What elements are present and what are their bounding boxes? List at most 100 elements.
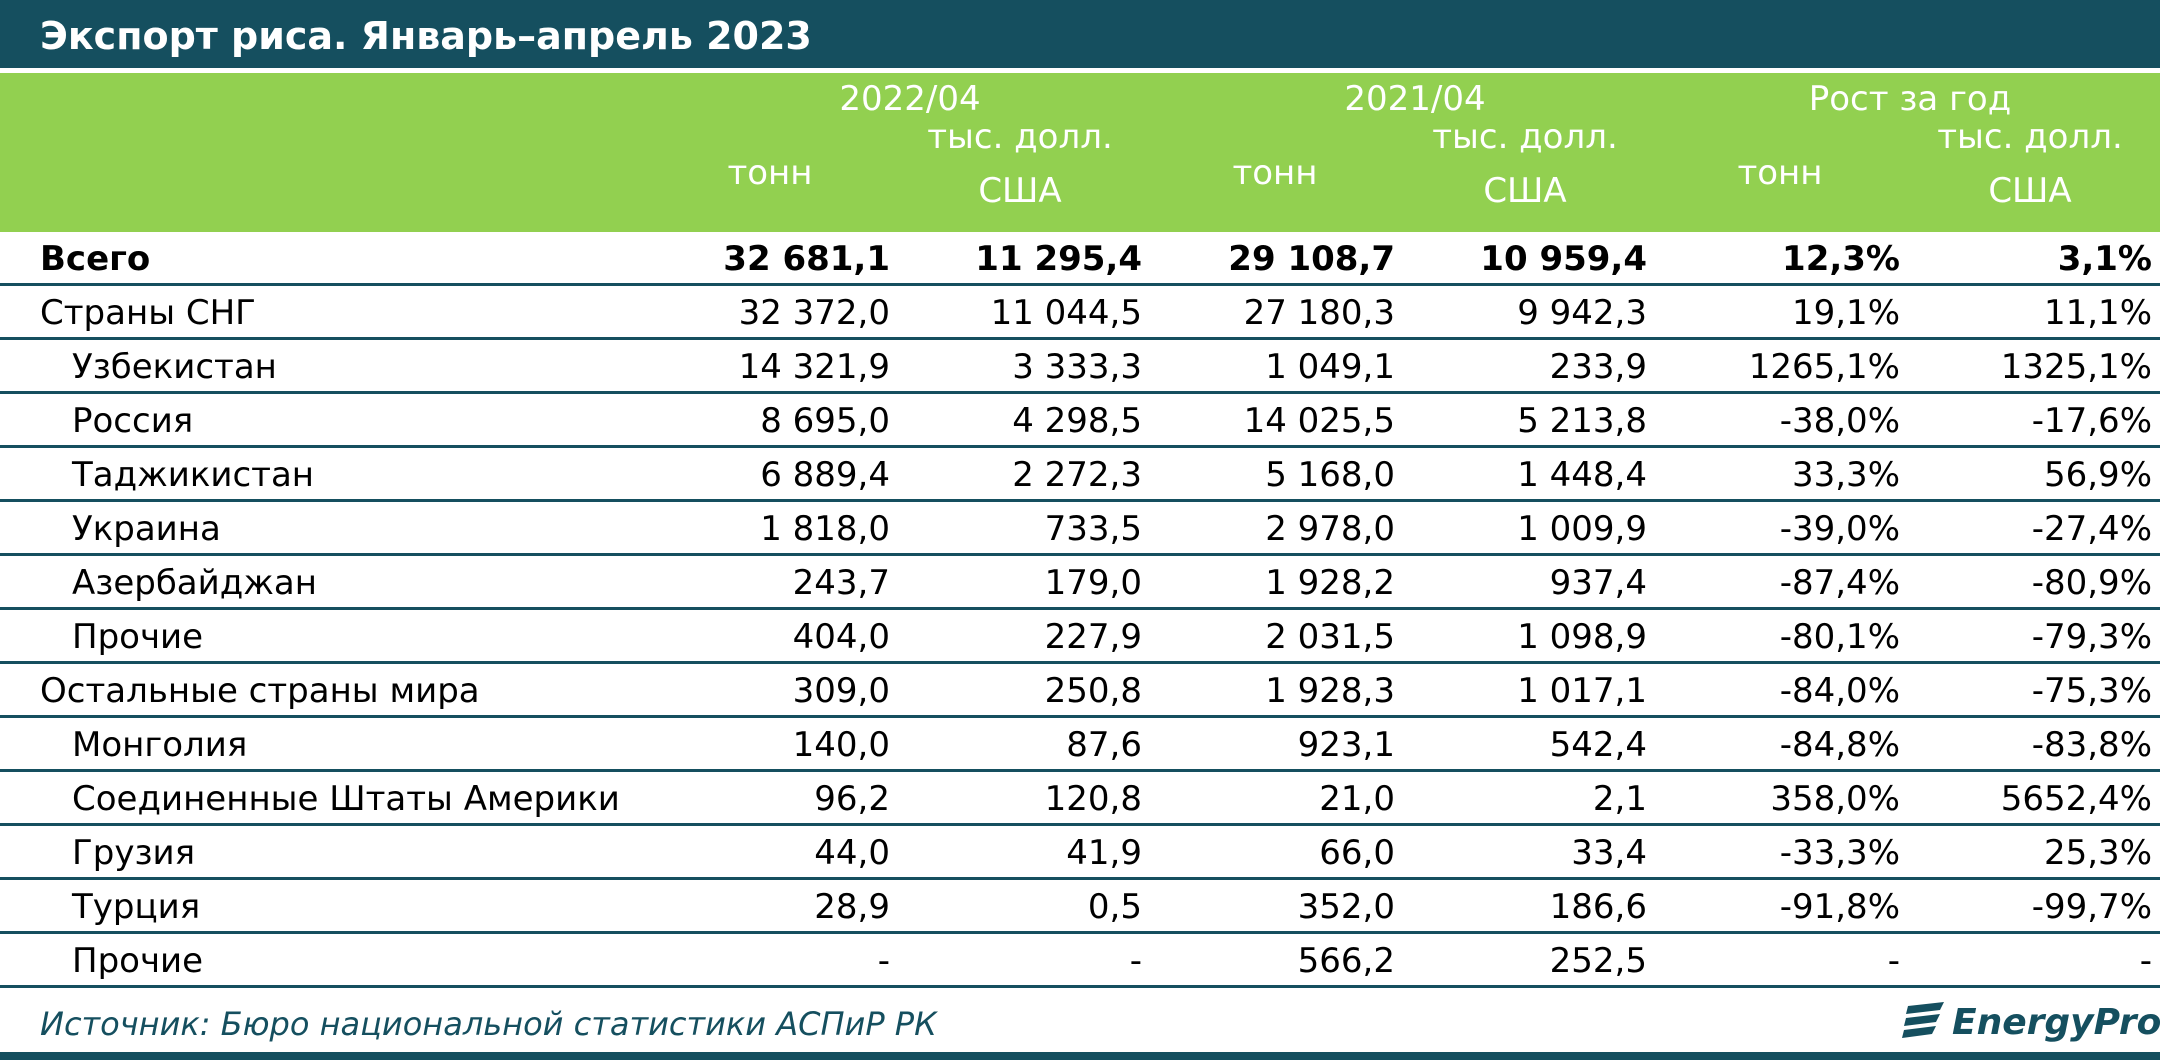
row-value: -80,1% [1779, 617, 1900, 657]
row-value: 32 372,0 [738, 293, 890, 333]
table-body: Всего 32 681,1 11 295,4 29 108,7 10 959,4 12,… [0, 232, 2160, 988]
row-label: Прочие [72, 617, 204, 657]
row-value: 33,3% [1791, 455, 1900, 495]
row-value: 243,7 [792, 563, 890, 603]
row-value: 11 295,4 [975, 239, 1142, 279]
row-value: 2,1 [1592, 779, 1647, 819]
row-value: 1 928,2 [1265, 563, 1395, 603]
header-usd-growth-line2: США [1988, 171, 2072, 211]
row-label: Украина [72, 509, 221, 549]
title-bar: Экспорт риса. Январь–апрель 2023 [0, 0, 2160, 68]
row-value: 8 695,0 [760, 401, 890, 441]
row-value: 566,2 [1297, 941, 1395, 981]
header-tons-2022: тонн [727, 153, 813, 193]
row-value: 1 017,1 [1517, 671, 1647, 711]
row-value: -80,9% [2031, 563, 2152, 603]
row-label: Азербайджан [72, 563, 317, 603]
row-value: 227,9 [1044, 617, 1142, 657]
row-label: Страны СНГ [40, 293, 256, 333]
header-usd-2022-line2: США [978, 171, 1062, 211]
header-growth: Рост за год [1808, 79, 2012, 119]
row-value: -17,6% [2031, 401, 2152, 441]
header-usd-growth-line1: тыс. долл. [1937, 117, 2123, 157]
row-value: -79,3% [2031, 617, 2152, 657]
logo-text: EnergyProm [1952, 1002, 2160, 1043]
row-value: 233,9 [1549, 347, 1647, 387]
logo-mark-icon [1902, 1002, 1944, 1038]
row-value: 2 978,0 [1265, 509, 1395, 549]
row-value: -33,3% [1779, 833, 1900, 873]
row-label: Прочие [72, 941, 204, 981]
row-value: 1 049,1 [1265, 347, 1395, 387]
row-value: 14 025,5 [1243, 401, 1395, 441]
row-value: 11 044,5 [990, 293, 1142, 333]
row-value: 1 009,9 [1517, 509, 1647, 549]
row-value: 179,0 [1044, 563, 1142, 603]
header-usd-2021-line1: тыс. долл. [1432, 117, 1618, 157]
table-row: Монголия 140,0 87,6 923,1 542,4 -84,8% -83,8% [0, 718, 2160, 772]
row-value: 21,0 [1319, 779, 1395, 819]
row-value: 96,2 [814, 779, 890, 819]
row-value: - [877, 941, 890, 981]
row-value: 542,4 [1549, 725, 1647, 765]
row-value: - [1129, 941, 1142, 981]
row-label: Россия [72, 401, 194, 441]
header-usd-2021-line2: США [1483, 171, 1567, 211]
row-value: 28,9 [814, 887, 890, 927]
row-value: -84,8% [1779, 725, 1900, 765]
row-value: 66,0 [1319, 833, 1395, 873]
row-label: Турция [72, 887, 201, 927]
source-note: Источник: Бюро национальной статистики А… [40, 1005, 937, 1043]
header-tons-growth: тонн [1737, 153, 1823, 193]
row-value: 4 298,5 [1012, 401, 1142, 441]
row-value: 923,1 [1297, 725, 1395, 765]
row-value: 120,8 [1044, 779, 1142, 819]
table-row: Прочие 404,0 227,9 2 031,5 1 098,9 -80,1% -79,… [0, 610, 2160, 664]
row-value: 29 108,7 [1228, 239, 1395, 279]
row-value: 25,3% [2043, 833, 2152, 873]
row-value: 14 321,9 [738, 347, 890, 387]
row-label: Соединенные Штаты Америки [72, 779, 620, 819]
row-value: 12,3% [1782, 239, 1900, 279]
table-row: Турция 28,9 0,5 352,0 186,6 -91,8% -99,7% [0, 880, 2160, 934]
row-value: 19,1% [1791, 293, 1900, 333]
header-tons-2021: тонн [1232, 153, 1318, 193]
row-value: 186,6 [1549, 887, 1647, 927]
table-row: Украина 1 818,0 733,5 2 978,0 1 009,9 -39,0% -… [0, 502, 2160, 556]
row-value: 27 180,3 [1243, 293, 1395, 333]
row-value: - [2139, 941, 2152, 981]
row-value: 1265,1% [1748, 347, 1900, 387]
row-value: 0,5 [1087, 887, 1142, 927]
row-value: 10 959,4 [1480, 239, 1647, 279]
row-label: Остальные страны мира [40, 671, 480, 711]
row-label: Узбекистан [72, 347, 277, 387]
row-value: -84,0% [1779, 671, 1900, 711]
row-label: Грузия [72, 833, 196, 873]
row-value: 33,4 [1571, 833, 1647, 873]
energyprom-logo: EnergyProm [1900, 996, 2160, 1046]
row-value: 44,0 [814, 833, 890, 873]
table-row: Азербайджан 243,7 179,0 1 928,2 937,4 -87,4% -… [0, 556, 2160, 610]
row-value: -75,3% [2031, 671, 2152, 711]
row-value: -99,7% [2031, 887, 2152, 927]
row-value: 250,8 [1044, 671, 1142, 711]
row-value: -83,8% [2031, 725, 2152, 765]
row-value: 309,0 [792, 671, 890, 711]
table-row: Узбекистан 14 321,9 3 333,3 1 049,1 233,9 126… [0, 340, 2160, 394]
row-value: 11,1% [2043, 293, 2152, 333]
row-value: 140,0 [792, 725, 890, 765]
table-row: Остальные страны мира 309,0 250,8 1 928,3 1 … [0, 664, 2160, 718]
table-row: Грузия 44,0 41,9 66,0 33,4 -33,3% 25,3% [0, 826, 2160, 880]
row-value: -91,8% [1779, 887, 1900, 927]
table-row: Россия 8 695,0 4 298,5 14 025,5 5 213,8 -38,0… [0, 394, 2160, 448]
row-value: 32 681,1 [723, 239, 890, 279]
row-label: Монголия [72, 725, 248, 765]
row-value: 3 333,3 [1012, 347, 1142, 387]
row-value: -39,0% [1779, 509, 1900, 549]
table-row: Соединенные Штаты Америки 96,2 120,8 21,0 2,… [0, 772, 2160, 826]
table-row: Прочие - - 566,2 252,5 - - [0, 934, 2160, 988]
table-title: Экспорт риса. Январь–апрель 2023 [40, 14, 812, 58]
row-value: 733,5 [1044, 509, 1142, 549]
row-value: 1 448,4 [1517, 455, 1647, 495]
row-value: 252,5 [1549, 941, 1647, 981]
